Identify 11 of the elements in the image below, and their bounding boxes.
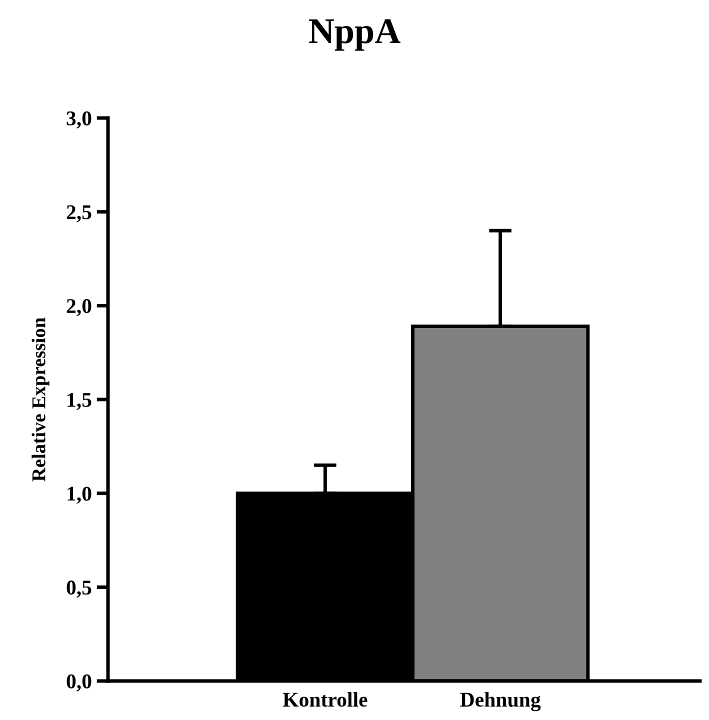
y-tick-label: 1,5 <box>68 392 92 410</box>
y-tick-label: 0,0 <box>66 674 92 692</box>
y-tick-label: 2,5 <box>66 205 92 222</box>
y-tick-label: 3,0 <box>66 111 92 128</box>
y-tick-label: 2,0 <box>66 299 92 316</box>
y-tick-label: 0,5 <box>66 580 92 598</box>
x-tick-label: Dehnung <box>460 692 541 712</box>
y-axis-title: Relative Expression <box>32 318 50 482</box>
x-tick-label: Kontrolle <box>282 692 368 707</box>
chart-title: NppA <box>309 19 400 51</box>
y-tick-label: 1,0 <box>68 486 92 504</box>
